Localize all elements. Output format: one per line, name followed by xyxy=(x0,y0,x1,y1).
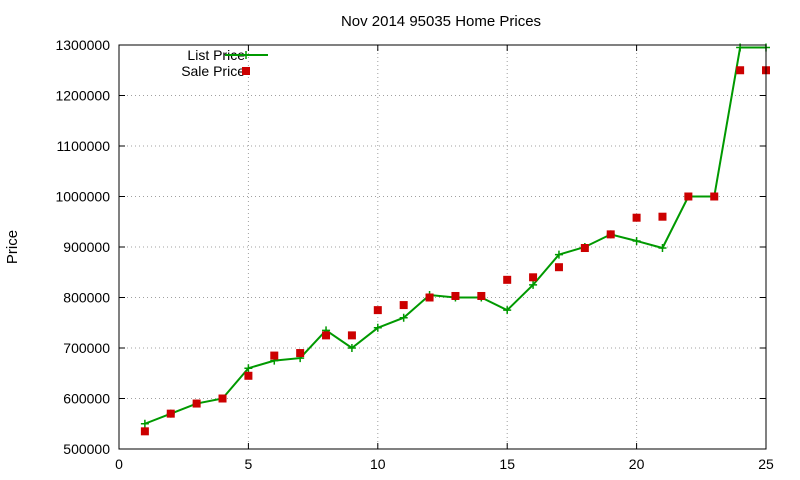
point-sale-price xyxy=(632,213,641,222)
point-list-price xyxy=(244,364,253,373)
chart-title: Nov 2014 95035 Home Prices xyxy=(341,13,541,30)
point-sale-price xyxy=(503,275,512,284)
point-sale-price xyxy=(347,331,356,340)
series-line-list-price xyxy=(144,46,766,425)
x-tick-label: 15 xyxy=(499,456,515,472)
y-tick-label: 800000 xyxy=(63,290,110,306)
point-list-price xyxy=(503,306,512,315)
point-sale-price xyxy=(140,427,149,436)
point-sale-price xyxy=(296,349,305,358)
x-tick-label: 10 xyxy=(370,456,386,472)
x-tick-label: 20 xyxy=(629,456,645,472)
series-layer xyxy=(140,43,770,436)
legend-marker-sale-price xyxy=(242,67,250,75)
y-axis-label: Price xyxy=(4,230,21,264)
point-sale-price xyxy=(658,212,667,221)
point-sale-price xyxy=(192,399,201,408)
point-sale-price xyxy=(425,293,434,302)
point-list-price xyxy=(632,236,641,245)
x-tick-label: 25 xyxy=(758,456,774,472)
point-sale-price xyxy=(399,301,408,310)
y-tick-label: 1100000 xyxy=(57,138,111,154)
legend-label-sale-price: Sale Price xyxy=(181,63,245,79)
point-list-price xyxy=(373,323,382,332)
point-sale-price xyxy=(554,263,563,272)
y-tick-label: 1000000 xyxy=(55,189,110,205)
x-tick-label: 5 xyxy=(245,456,253,472)
point-list-price xyxy=(399,313,408,322)
point-sale-price xyxy=(322,331,331,340)
point-sale-price xyxy=(477,291,486,300)
point-list-price xyxy=(529,280,538,289)
y-tick-label: 500000 xyxy=(63,441,110,457)
point-sale-price xyxy=(580,244,589,253)
point-list-price xyxy=(347,344,356,352)
y-tick-label: 1200000 xyxy=(55,88,110,104)
y-tick-label: 600000 xyxy=(63,391,110,407)
y-tick-label: 1300000 xyxy=(55,37,110,53)
point-sale-price xyxy=(244,371,253,380)
point-sale-price xyxy=(166,409,175,418)
point-sale-price xyxy=(529,273,538,282)
legend-label-list-price: List Price xyxy=(187,47,245,63)
point-sale-price xyxy=(451,291,460,300)
plot-frame xyxy=(118,44,767,450)
point-sale-price xyxy=(710,192,719,201)
point-sale-price xyxy=(684,192,693,201)
y-tick-label: 700000 xyxy=(63,340,110,356)
point-list-price xyxy=(658,244,667,253)
point-sale-price xyxy=(606,230,615,239)
point-sale-price xyxy=(736,66,745,75)
axis-ticks: 500000 600000 700000 800000 900000 1000000 110… xyxy=(55,37,774,472)
point-list-price xyxy=(554,250,563,259)
grid-lines xyxy=(119,45,766,449)
point-sale-price xyxy=(373,306,382,315)
point-sale-price xyxy=(270,351,279,360)
y-tick-label: 900000 xyxy=(63,239,110,255)
x-tick-label: 0 xyxy=(115,456,123,472)
point-sale-price xyxy=(218,394,227,403)
point-list-price xyxy=(140,419,149,428)
legend-marker-list-price xyxy=(242,51,250,59)
